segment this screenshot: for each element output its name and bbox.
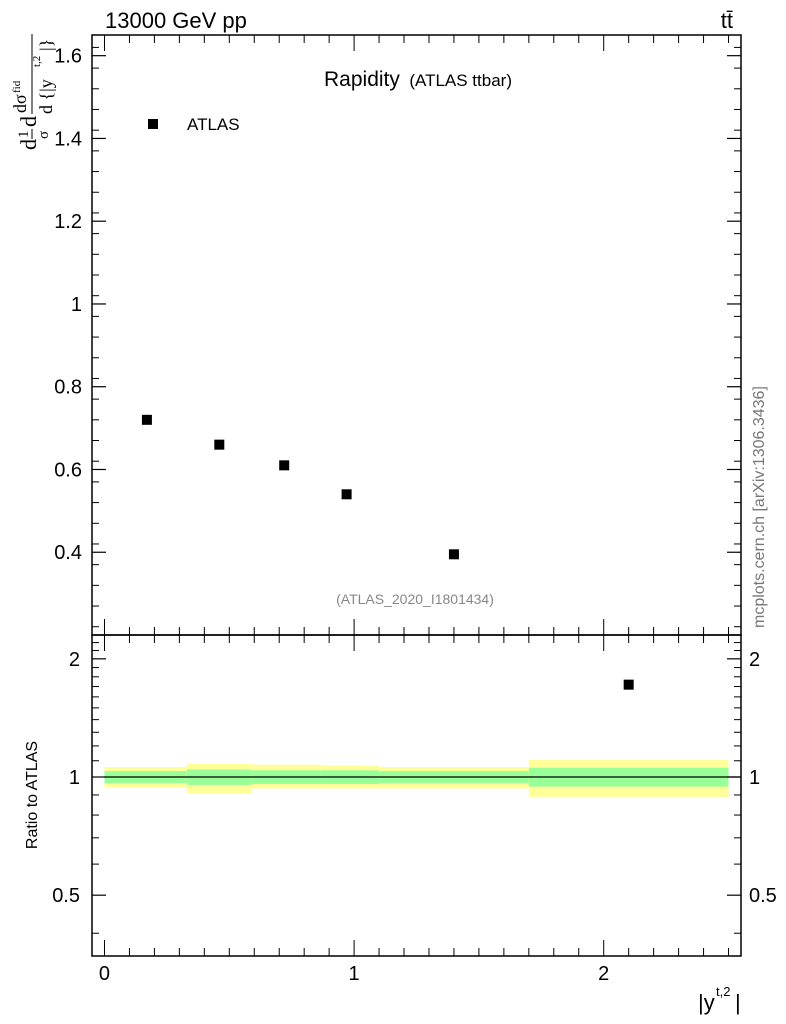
svg-text:|}: |} (36, 39, 56, 51)
legend-marker-atlas (148, 119, 158, 129)
x-tick-label: 0 (99, 963, 110, 985)
svg-text:fid: fid (11, 80, 23, 93)
svg-text:|y: |y (698, 990, 715, 1015)
main-y-tick-label: 1.2 (54, 211, 82, 233)
side-label: mcplots.cern.ch [arXiv:1306.3436] (751, 386, 768, 628)
ratio-panel-frame (91, 634, 742, 957)
main-panel-points (141, 414, 634, 690)
main-y-tick-label: 0.6 (54, 459, 82, 481)
ratio-y-tick-label-right: 0.5 (749, 885, 777, 907)
main-y-tick-label: 1 (71, 294, 82, 316)
main-y-tick-label: 1.4 (54, 128, 82, 150)
svg-text:t,2: t,2 (31, 56, 43, 67)
energy-label: 13000 GeV pp (105, 8, 247, 33)
ratio-y-axis-label: Ratio to ATLAS (24, 741, 41, 849)
svg-text:σ: σ (36, 131, 52, 139)
ratio-y-tick-label-left: 0.5 (52, 885, 80, 907)
atlas-data-point (279, 460, 290, 471)
atlas-data-point (623, 679, 634, 690)
ratio-y-tick-label-left: 1 (69, 767, 80, 789)
svg-text:dσ: dσ (10, 94, 30, 113)
atlas-data-point (141, 414, 152, 425)
chart-title-group: Rapidity (ATLAS ttbar) (324, 68, 512, 91)
ratio-bands (104, 759, 729, 797)
process-label: tt̄ (721, 8, 733, 33)
x-axis-label: |y t,2 | (698, 984, 741, 1015)
svg-text:d: d (16, 116, 41, 127)
svg-text:|: | (735, 990, 741, 1015)
main-y-axis-label: d 1 σ d dσ fid d {|y t,2 |} (10, 34, 56, 150)
main-y-tick-label: 0.8 (54, 377, 82, 399)
ratio-y-tick-label-right: 2 (749, 649, 760, 671)
x-tick-label: 2 (598, 963, 609, 985)
ratio-panel-ticks: 0.5 0.5 1 1 2 2 0 1 2 (52, 635, 777, 985)
main-y-tick-label: 1.6 (54, 46, 82, 68)
svg-text:d {|y: d {|y (36, 79, 56, 114)
atlas-data-point (448, 549, 459, 560)
x-tick-label: 1 (349, 963, 360, 985)
svg-text:d: d (16, 139, 41, 150)
svg-text:1: 1 (16, 131, 32, 139)
atlas-data-point (341, 489, 352, 500)
chart-subtitle: (ATLAS ttbar) (409, 71, 512, 90)
legend-label-atlas: ATLAS (187, 115, 240, 134)
chart-title: Rapidity (324, 68, 400, 91)
svg-text:t,2: t,2 (716, 984, 730, 999)
ratio-y-tick-label-left: 2 (69, 649, 80, 671)
main-panel-ticks: 0.4 0.6 0.8 1 1.2 1.4 1.6 (54, 35, 741, 635)
ratio-y-tick-label-right: 1 (749, 767, 760, 789)
main-y-tick-label: 0.4 (54, 542, 82, 564)
reference-label: (ATLAS_2020_I1801434) (336, 591, 494, 607)
atlas-data-point (214, 439, 225, 450)
